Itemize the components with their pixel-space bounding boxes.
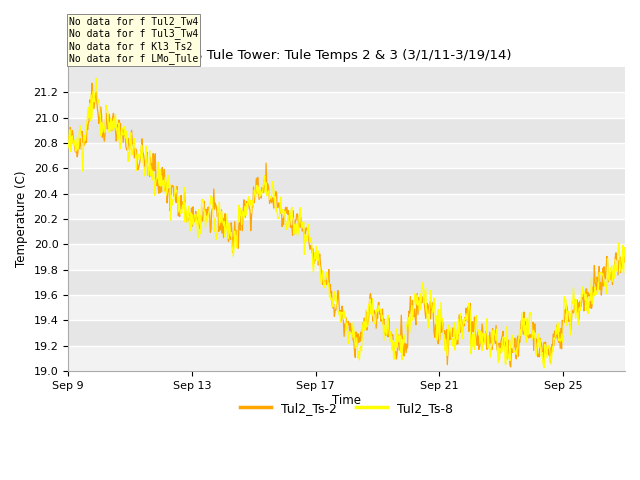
Bar	[68, 244, 625, 270]
Line: Tul2_Ts-8: Tul2_Ts-8	[68, 78, 625, 368]
Title: MB Tule Tower: Tule Temps 2 & 3 (3/1/11-3/19/14): MB Tule Tower: Tule Temps 2 & 3 (3/1/11-…	[182, 49, 511, 62]
Tul2_Ts-2	[487, 338, 495, 344]
Tul2_Ts-2	[545, 352, 553, 358]
Tul2_Ts-2	[99, 126, 107, 132]
Tul2_Ts-8	[420, 301, 428, 307]
Tul2_Ts-2	[621, 251, 629, 256]
Y-axis label: Temperature (C): Temperature (C)	[15, 171, 28, 267]
Tul2_Ts-8	[99, 121, 107, 127]
Tul2_Ts-8	[540, 365, 548, 371]
Bar	[68, 219, 625, 244]
Tul2_Ts-8	[621, 253, 629, 259]
Bar	[68, 194, 625, 219]
X-axis label: Time: Time	[332, 394, 361, 407]
Text: No data for f Tul2_Tw4
No data for f Tul3_Tw4
No data for f Kl3_Ts2
No data for : No data for f Tul2_Tw4 No data for f Tul…	[68, 16, 198, 64]
Tul2_Ts-8	[92, 75, 100, 81]
Tul2_Ts-2	[403, 341, 411, 347]
Bar	[68, 143, 625, 168]
Tul2_Ts-8	[403, 323, 411, 328]
Legend: Tul2_Ts-2, Tul2_Ts-8: Tul2_Ts-2, Tul2_Ts-8	[235, 396, 458, 420]
Bar	[68, 270, 625, 295]
Tul2_Ts-8	[487, 344, 495, 350]
Tul2_Ts-8	[545, 342, 553, 348]
Tul2_Ts-8	[64, 145, 72, 151]
Tul2_Ts-2	[88, 80, 96, 86]
Bar	[68, 118, 625, 143]
Bar	[68, 321, 625, 346]
Tul2_Ts-2	[420, 293, 428, 299]
Bar	[68, 346, 625, 371]
Tul2_Ts-2	[507, 364, 515, 370]
Tul2_Ts-8	[388, 347, 396, 353]
Bar	[68, 93, 625, 118]
Tul2_Ts-2	[388, 332, 396, 337]
Bar	[68, 295, 625, 321]
Line: Tul2_Ts-2: Tul2_Ts-2	[68, 83, 625, 367]
Bar	[68, 168, 625, 194]
Tul2_Ts-2	[64, 134, 72, 140]
